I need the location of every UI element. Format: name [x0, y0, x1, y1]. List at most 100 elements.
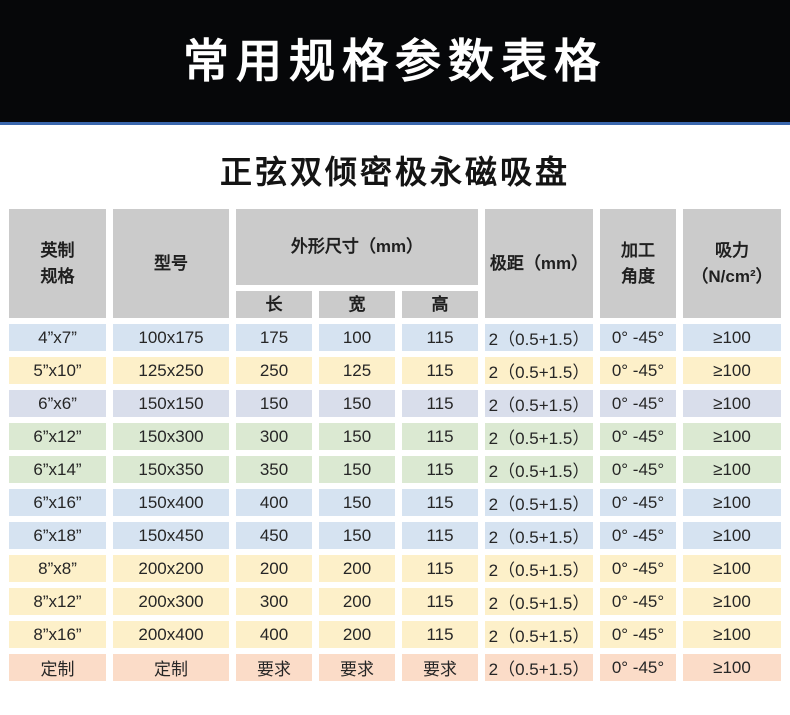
header-width: 宽 — [319, 291, 395, 319]
cell: ≥100 — [683, 489, 781, 517]
header-imperial-line1: 英制 — [40, 240, 75, 260]
cell: 150x150 — [113, 390, 229, 418]
banner-divider-line — [0, 122, 790, 125]
cell: 0° -45° — [600, 621, 676, 649]
header-row-sub: 长 宽 高 — [9, 291, 781, 319]
cell: 0° -45° — [600, 522, 676, 550]
table-row: 5”x10” 125x250 250 125 115 2（0.5+1.5） 0° -45° ≥… — [9, 357, 781, 385]
cell: 150x350 — [113, 456, 229, 484]
cell: 200 — [319, 621, 395, 649]
table-row: 定制 定制 要求 要求 要求 2（0.5+1.5） 0° -45° ≥100 — [9, 654, 781, 682]
cell: 2（0.5+1.5） — [485, 324, 593, 352]
header-imperial-line2: 规格 — [40, 266, 75, 286]
cell: 2（0.5+1.5） — [485, 390, 593, 418]
cell: 5”x10” — [9, 357, 106, 385]
cell: 300 — [236, 423, 312, 451]
cell: 2（0.5+1.5） — [485, 357, 593, 385]
title-banner: 常用规格参数表格 — [0, 0, 790, 122]
cell: ≥100 — [683, 522, 781, 550]
header-suction-line2: （N/cm²） — [691, 266, 773, 286]
cell: 150 — [319, 456, 395, 484]
cell: ≥100 — [683, 456, 781, 484]
cell: 6”x14” — [9, 456, 106, 484]
table-row: 6”x12” 150x300 300 150 115 2（0.5+1.5） 0° -45° ≥… — [9, 423, 781, 451]
cell: 200 — [319, 555, 395, 583]
cell: 0° -45° — [600, 654, 676, 682]
header-suction-line1: 吸力 — [715, 240, 749, 260]
cell: 定制 — [9, 654, 106, 682]
table-row: 6”x18” 150x450 450 150 115 2（0.5+1.5） 0° -45° ≥… — [9, 522, 781, 550]
cell: 115 — [402, 621, 478, 649]
cell: 定制 — [113, 654, 229, 682]
cell: 2（0.5+1.5） — [485, 489, 593, 517]
cell: 115 — [402, 390, 478, 418]
cell: 150x450 — [113, 522, 229, 550]
cell: 175 — [236, 324, 312, 352]
cell: 2（0.5+1.5） — [485, 522, 593, 550]
cell: 115 — [402, 324, 478, 352]
cell: 115 — [402, 489, 478, 517]
header-length: 长 — [236, 291, 312, 319]
table-row: 4”x7” 100x175 175 100 115 2（0.5+1.5） 0° -45° ≥1… — [9, 324, 781, 352]
cell: 要求 — [319, 654, 395, 682]
cell: 150 — [319, 522, 395, 550]
header-angle-line1: 加工 — [621, 240, 655, 260]
header-pole-pitch: 极距（mm） — [485, 209, 593, 319]
cell: 200x300 — [113, 588, 229, 616]
cell: 6”x12” — [9, 423, 106, 451]
table-row: 8”x16” 200x400 400 200 115 2（0.5+1.5） 0° -45° ≥… — [9, 621, 781, 649]
cell: 150 — [319, 390, 395, 418]
cell: 2（0.5+1.5） — [485, 588, 593, 616]
table-row: 8”x8” 200x200 200 200 115 2（0.5+1.5） 0° -45° ≥1… — [9, 555, 781, 583]
cell: 150 — [319, 423, 395, 451]
header-height: 高 — [402, 291, 478, 319]
cell: 115 — [402, 522, 478, 550]
cell: 115 — [402, 357, 478, 385]
cell: 400 — [236, 621, 312, 649]
cell: 250 — [236, 357, 312, 385]
cell: 115 — [402, 456, 478, 484]
spec-table: 英制 规格 型号 外形尺寸（mm） 极距（mm） 加工 角度 吸力 （N/cm²… — [2, 203, 788, 687]
cell: 6”x6” — [9, 390, 106, 418]
cell: 125x250 — [113, 357, 229, 385]
cell: 要求 — [402, 654, 478, 682]
cell: 200x200 — [113, 555, 229, 583]
cell: 125 — [319, 357, 395, 385]
cell: ≥100 — [683, 423, 781, 451]
cell: 2（0.5+1.5） — [485, 456, 593, 484]
cell: 200 — [236, 555, 312, 583]
header-row-main: 英制 规格 型号 外形尺寸（mm） 极距（mm） 加工 角度 吸力 （N/cm²… — [9, 209, 781, 319]
table-body: 4”x7” 100x175 175 100 115 2（0.5+1.5） 0° -45° ≥1… — [9, 324, 781, 682]
cell: ≥100 — [683, 555, 781, 583]
header-model: 型号 — [113, 209, 229, 319]
cell: 115 — [402, 423, 478, 451]
cell: 300 — [236, 588, 312, 616]
header-angle-line2: 角度 — [621, 266, 655, 286]
cell: 2（0.5+1.5） — [485, 621, 593, 649]
cell: 150x400 — [113, 489, 229, 517]
cell: 0° -45° — [600, 324, 676, 352]
cell: ≥100 — [683, 654, 781, 682]
page-title: 常用规格参数表格 — [183, 35, 607, 87]
cell: 4”x7” — [9, 324, 106, 352]
cell: ≥100 — [683, 621, 781, 649]
table-row: 8”x12” 200x300 300 200 115 2（0.5+1.5） 0° -45° ≥… — [9, 588, 781, 616]
cell: ≥100 — [683, 390, 781, 418]
cell: 6”x18” — [9, 522, 106, 550]
header-dimensions: 外形尺寸（mm） — [236, 209, 478, 286]
cell: 100 — [319, 324, 395, 352]
cell: 0° -45° — [600, 555, 676, 583]
cell: 6”x16” — [9, 489, 106, 517]
cell: 8”x8” — [9, 555, 106, 583]
cell: 0° -45° — [600, 489, 676, 517]
cell: 0° -45° — [600, 456, 676, 484]
cell: 2（0.5+1.5） — [485, 555, 593, 583]
cell: 0° -45° — [600, 588, 676, 616]
cell: ≥100 — [683, 357, 781, 385]
cell: 200 — [319, 588, 395, 616]
cell: ≥100 — [683, 588, 781, 616]
cell: 8”x16” — [9, 621, 106, 649]
cell: 要求 — [236, 654, 312, 682]
cell: ≥100 — [683, 324, 781, 352]
cell: 2（0.5+1.5） — [485, 654, 593, 682]
